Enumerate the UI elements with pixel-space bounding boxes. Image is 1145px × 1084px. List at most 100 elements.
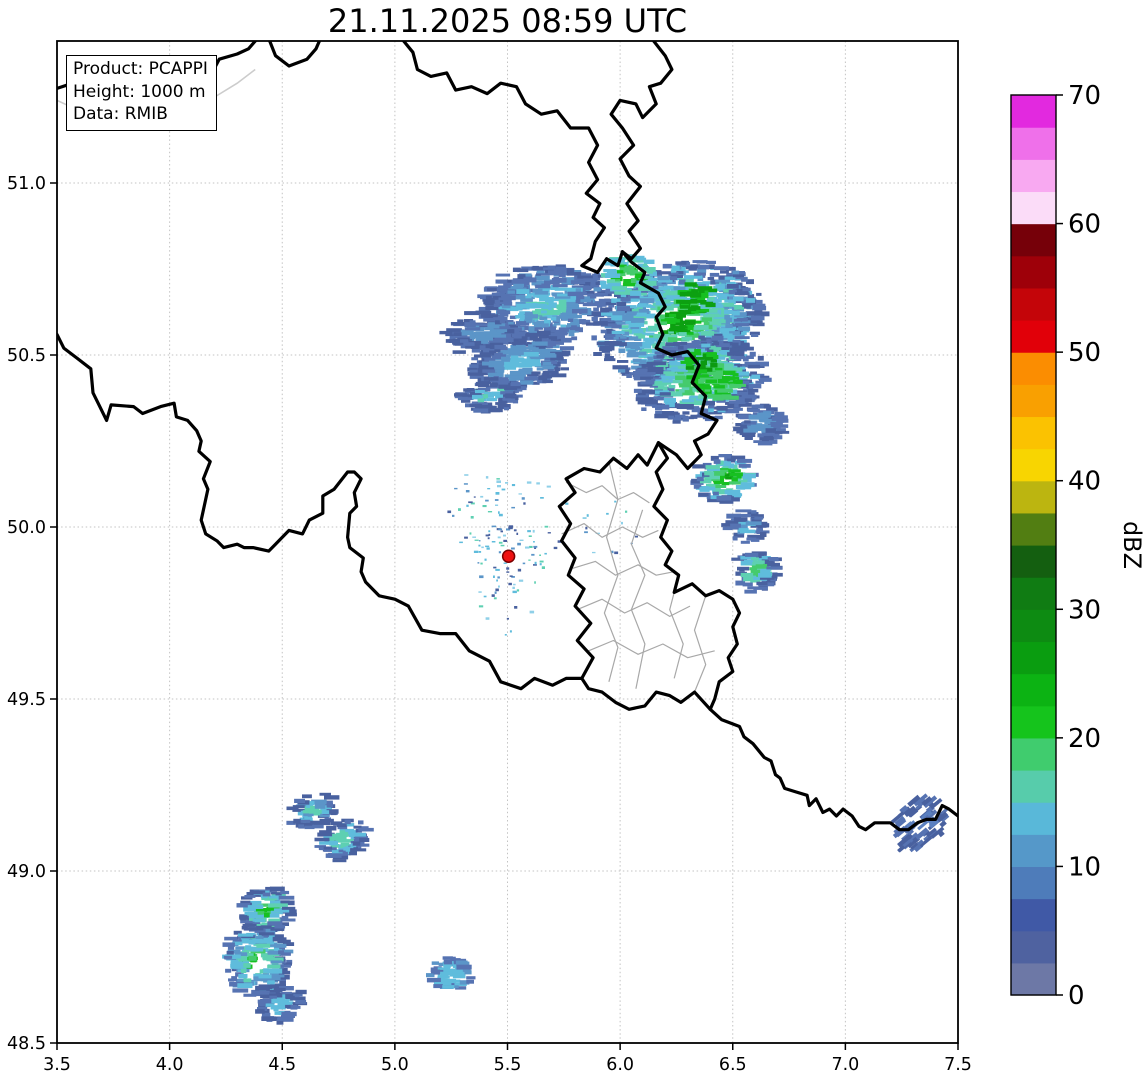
clutter-speckle [484,558,487,561]
radar-bin [673,403,681,408]
radar-bin [738,290,745,296]
radar-bin [227,949,241,954]
radar-bin [509,295,525,300]
colorbar-tick-label: 50 [1068,338,1101,368]
radar-bin [734,336,750,339]
radar-bin [260,895,268,899]
x-tick-label: 7.5 [944,1055,972,1075]
data-source-label: Data: RMIB [73,104,168,124]
radar-bin [655,352,666,357]
radar-bin [769,435,783,440]
radar-bin [321,810,330,814]
radar-bin [727,284,739,289]
radar-bin [728,469,741,473]
radar-bin [901,838,911,848]
radar-bin [596,302,612,306]
radar-bin [566,287,583,293]
clutter-speckle [495,568,500,571]
radar-bin [720,318,726,324]
radar-bin [569,327,581,331]
radar-bin [568,329,579,333]
radar-bin [462,394,478,399]
radar-bin [543,313,558,319]
radar-bin [272,936,282,942]
radar-bin [580,319,591,324]
clutter-speckle [522,562,526,565]
clutter-speckle [500,544,505,547]
radar-bin [594,273,600,278]
radar-bin [556,304,567,310]
radar-bin [670,362,687,366]
radar-bin [749,331,760,336]
precip-cell [236,886,297,932]
radar-bin [547,368,554,373]
radar-bin [708,264,715,269]
radar-bin [536,320,547,326]
radar-bin [544,374,553,379]
colorbar-segment [1011,898,1056,932]
radar-bin [739,414,750,420]
radar-bin [279,918,296,922]
radar-bin [647,270,653,274]
clutter-speckle [539,563,542,566]
radar-bin [515,315,531,319]
radar-bin [746,385,754,390]
radar-bin [504,322,514,326]
radar-bin [556,333,565,338]
radar-bin [923,795,938,809]
radar-bin [680,310,687,314]
radar-bin [751,536,765,540]
radar-bin [670,379,683,384]
radar-bin [704,470,712,476]
radar-bin [278,970,291,975]
radar-bin [729,384,740,388]
radar-bin [726,266,736,271]
radar-bin [466,976,476,980]
radar-bin [478,360,484,364]
radar-bin [234,952,248,956]
radar-bin [732,270,740,275]
radar-bin [320,808,332,812]
radar-bin [757,556,771,561]
radar-bin [707,318,721,322]
radar-bin [230,961,244,966]
radar-bin [518,313,524,317]
radar-bin [267,911,275,916]
radar-bin [269,993,283,998]
radar-bin [618,369,626,373]
radar-bin [657,276,670,281]
colorbar-segment [1011,416,1056,450]
radar-bin [670,269,676,273]
radar-bin [620,298,629,302]
radar-bin [773,431,780,437]
radar-bin [760,532,767,537]
radar-bin [281,1012,294,1016]
radar-bin [258,974,272,979]
clutter-speckle [488,533,491,536]
radar-bin [469,320,476,324]
radar-bin [262,956,272,960]
radar-bin [309,801,315,806]
radar-bin [677,329,691,333]
radar-bin [648,277,658,282]
colorbar-tick-label: 30 [1068,595,1101,625]
radar-bin [279,952,291,956]
radar-bin [282,942,295,946]
radar-bin [729,347,737,353]
radar-bin [469,375,484,379]
country-border [57,332,584,691]
radar-bin [336,823,347,828]
radar-bin [744,589,757,594]
radar-bin [708,405,715,410]
radar-bin [516,344,526,350]
clutter-speckle [514,606,518,609]
radar-bin [617,360,629,363]
radar-bin [534,281,542,285]
clutter-speckle [495,492,500,495]
radar-bin [673,338,687,341]
radar-bin [633,371,647,375]
radar-bin [743,576,757,582]
clutter-speckle [508,582,512,586]
canton-border [565,481,650,504]
radar-bin [340,842,350,846]
